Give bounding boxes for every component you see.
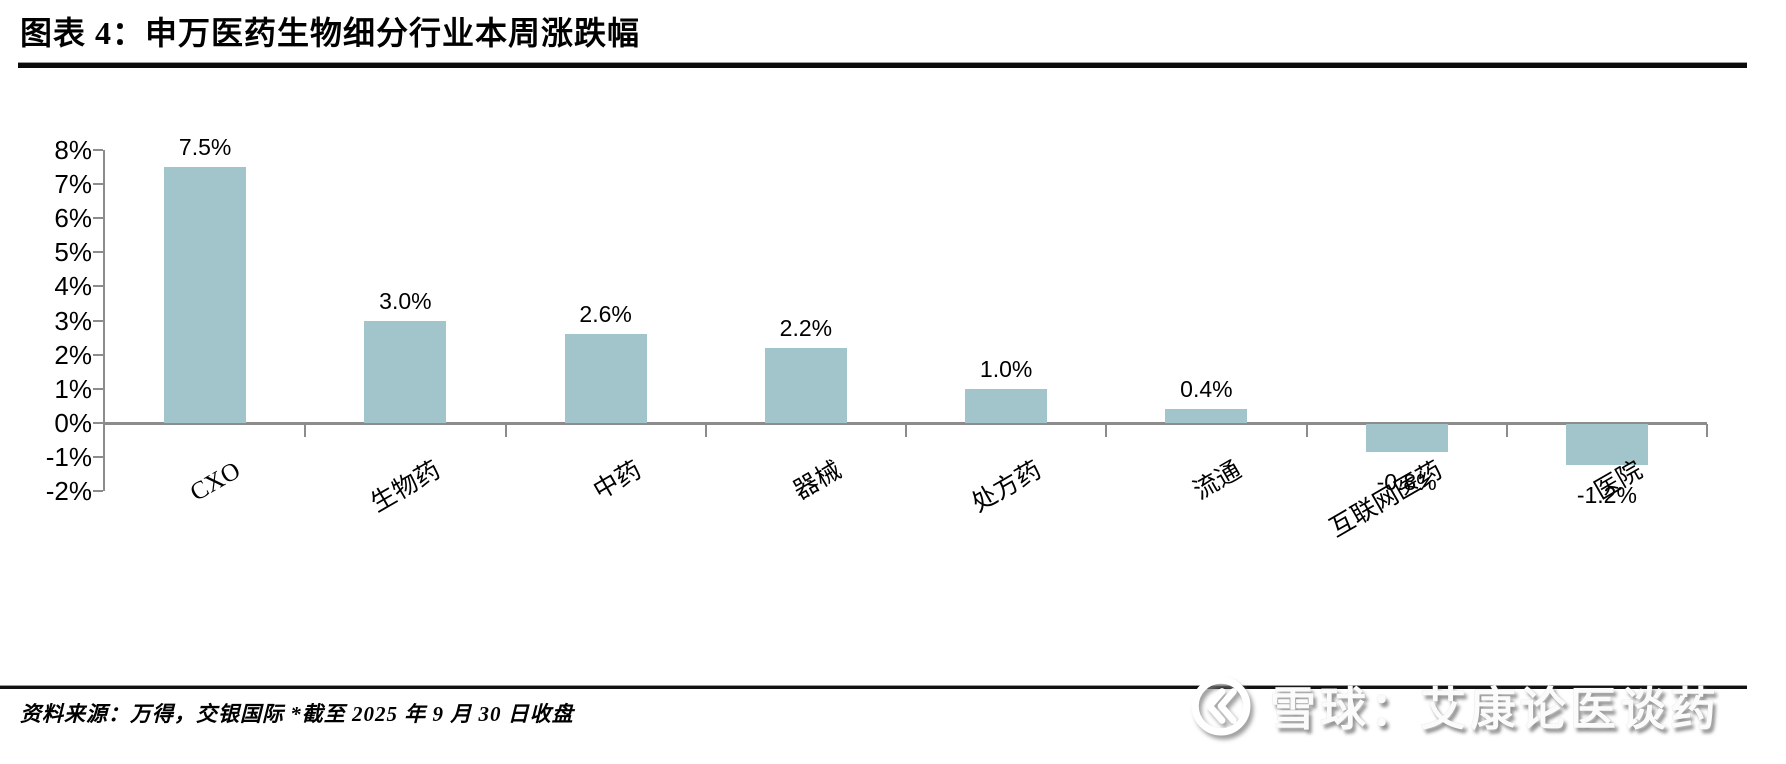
category-tick <box>704 423 707 437</box>
bar-中药 <box>564 334 647 423</box>
y-tick <box>93 217 103 220</box>
bar-value-label: -0.8% <box>1376 468 1437 495</box>
bar-value-label: -1.2% <box>1576 482 1637 509</box>
bar-value-label: 0.4% <box>1180 376 1233 403</box>
xueqiu-snowball-logo <box>1191 676 1251 736</box>
bar-生物药 <box>364 320 447 423</box>
y-tick-label: 8% <box>54 135 92 165</box>
bar-value-label: 3.0% <box>379 287 432 314</box>
y-tick <box>93 183 103 186</box>
category-tick <box>504 423 507 437</box>
y-tick <box>93 387 103 390</box>
bar-处方药 <box>965 388 1048 423</box>
title-divider <box>18 62 1747 68</box>
y-tick-label: 2% <box>54 339 92 370</box>
bar-器械 <box>764 347 847 423</box>
category-tick <box>905 423 907 437</box>
y-tick <box>93 421 103 424</box>
bar-value-label: 1.0% <box>979 355 1033 382</box>
y-tick <box>93 319 103 322</box>
watermark: 雪球：艾康论医谈药 <box>1190 668 1720 744</box>
category-tick <box>1706 423 1708 437</box>
bar-医院 <box>1565 424 1648 466</box>
footer-divider <box>0 685 1747 689</box>
y-tick-label: -2% <box>45 476 92 506</box>
chart-title: 图表 4：申万医药生物细分行业本周涨跌幅 <box>20 15 641 51</box>
y-tick-label: 0% <box>54 407 92 438</box>
y-tick-label: 4% <box>54 271 92 302</box>
y-tick <box>93 455 103 458</box>
category-tick <box>1505 423 1508 437</box>
watermark-text: 雪球：艾康论医谈药 <box>1270 684 1720 735</box>
bar-value-label: 7.5% <box>178 134 232 161</box>
y-tick <box>93 490 103 492</box>
y-tick-label: 6% <box>54 203 92 234</box>
bar-value-label: 2.2% <box>779 314 833 341</box>
x-axis-line <box>103 421 1707 425</box>
y-axis-line <box>103 150 105 491</box>
source-note: 资料来源：万得，交银国际 *截至 2025 年 9 月 30 日收盘 <box>20 702 574 726</box>
y-tick <box>93 251 103 254</box>
category-tick <box>304 423 307 437</box>
bar-流通 <box>1165 409 1248 423</box>
bar-value-label: 2.6% <box>579 301 632 328</box>
category-tick <box>1305 423 1308 437</box>
y-tick-label: 5% <box>54 237 92 268</box>
y-tick-label: 3% <box>54 305 92 336</box>
category-tick <box>1105 423 1108 437</box>
y-tick <box>93 353 103 356</box>
y-tick-label: -1% <box>45 441 92 472</box>
y-tick <box>93 285 103 288</box>
bar-CXO <box>164 167 247 423</box>
y-tick-label: 1% <box>54 373 92 404</box>
y-tick-label: 7% <box>54 169 92 200</box>
y-tick <box>93 149 103 151</box>
bar-互联网医药 <box>1365 424 1448 452</box>
